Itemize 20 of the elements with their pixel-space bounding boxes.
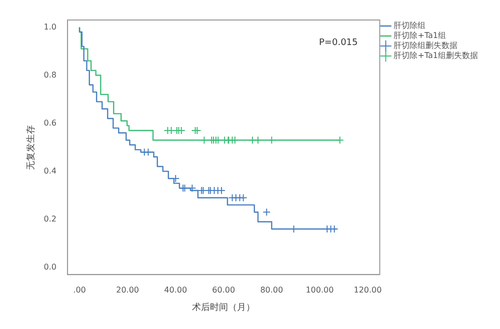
x-tick-label: 100.00	[306, 285, 334, 294]
y-tick-label: 0.8	[44, 70, 57, 80]
annotation: P=0.015	[319, 38, 358, 48]
y-tick-label: 0.0	[44, 262, 57, 272]
y-tick-label: 0.2	[44, 214, 57, 224]
x-tick-label: 60.00	[212, 285, 236, 294]
legend-label: 肝切除组	[394, 21, 426, 30]
x-tick-label: 80.00	[260, 285, 284, 294]
y-tick-label: 1.0	[44, 22, 57, 32]
x-axis-title: 术后时间（月）	[192, 302, 256, 313]
legend-label: 肝切除组删失数据	[394, 41, 458, 50]
y-axis-title: 无复发生存	[26, 124, 37, 170]
x-tick-label: 120.00	[354, 285, 382, 294]
y-tick-label: 0.4	[44, 166, 57, 176]
y-tick-label: 0.6	[44, 118, 57, 128]
x-tick-label: .00	[73, 285, 86, 294]
x-tick-label: 20.00	[116, 285, 140, 294]
x-tick-label: 40.00	[164, 285, 188, 294]
legend-label: 肝切除+Ta1组	[394, 31, 446, 40]
legend-label: 肝切除+Ta1组删失数据	[394, 51, 478, 60]
